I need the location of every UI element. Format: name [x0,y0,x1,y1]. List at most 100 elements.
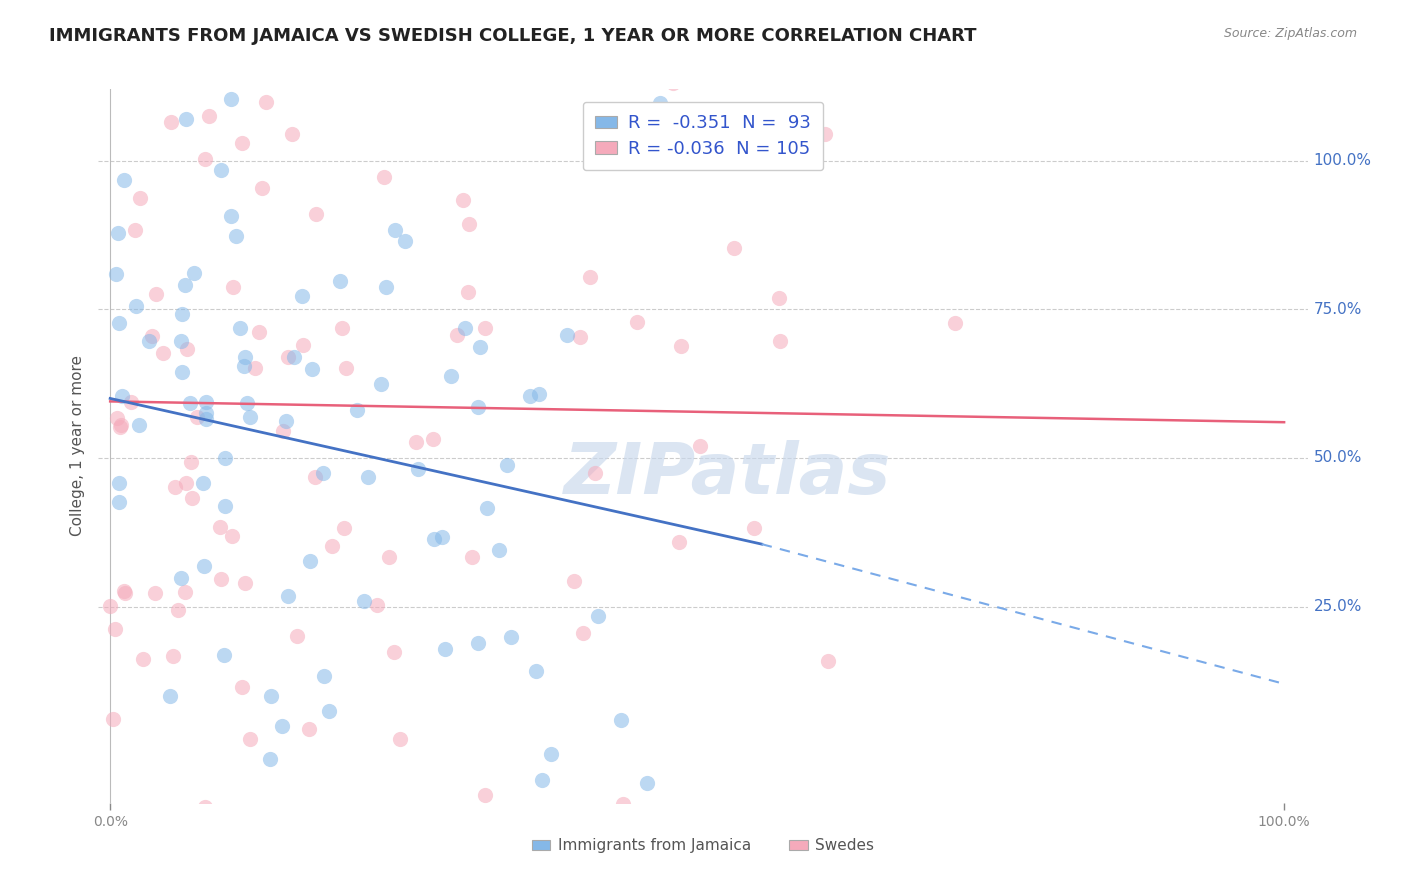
Point [470,341,492,355]
Point [194,152,217,166]
Point [794,817,817,831]
Point [373,170,395,185]
Point [817,654,839,668]
Point [374,280,396,294]
Point [105,410,128,425]
Point [451,193,474,207]
Point [233,351,256,365]
Point [159,690,181,704]
Point [145,34,167,48]
Point [305,207,328,221]
Point [254,95,277,110]
Point [519,389,541,403]
Point [742,520,765,534]
Point [219,210,242,224]
Point [104,622,127,636]
Point [125,829,148,843]
Point [110,418,132,433]
Point [209,572,232,586]
Point [583,466,606,480]
Y-axis label: College, 1 year or more: College, 1 year or more [69,356,84,536]
Point [276,414,298,428]
Point [229,320,252,334]
Point [222,280,245,294]
Point [170,334,193,349]
Point [333,521,356,535]
Text: Source: ZipAtlas.com: Source: ZipAtlas.com [1223,27,1357,40]
Point [384,222,406,236]
Point [648,96,671,111]
Point [239,409,262,424]
Point [644,127,666,141]
Point [114,0,136,6]
Point [357,469,380,483]
Point [243,361,266,376]
Point [283,350,305,364]
Point [768,334,790,348]
Point [250,181,273,195]
Point [378,550,401,565]
Point [124,223,146,237]
Point [170,307,193,321]
Point [186,409,208,424]
Point [174,112,197,126]
Point [179,395,201,409]
Point [669,338,692,352]
Point [225,228,247,243]
Point [298,722,321,736]
Point [195,411,218,425]
Point [366,598,388,612]
Point [578,269,600,284]
Point [193,558,215,573]
Point [814,127,837,141]
Point [125,299,148,313]
Point [388,731,411,746]
Point [430,531,453,545]
Point [195,395,218,409]
Text: ZIPatlas: ZIPatlas [564,440,891,509]
Point [298,67,321,81]
Point [339,831,361,846]
Point [108,495,131,509]
Point [231,136,253,150]
Point [260,690,283,704]
Point [176,342,198,356]
Point [382,48,405,62]
Point [488,542,510,557]
Point [212,648,235,662]
Point [285,629,308,643]
Point [626,315,648,329]
Point [353,594,375,608]
Point [610,713,633,727]
Point [138,334,160,349]
Point [181,491,204,506]
Point [564,574,586,589]
Point [145,286,167,301]
Point [346,403,368,417]
Point [295,58,318,72]
Point [152,346,174,360]
Point [461,549,484,564]
Point [277,351,299,365]
Point [662,76,685,90]
Point [162,649,184,664]
Point [474,320,496,334]
Point [173,585,195,599]
Legend: Immigrants from Jamaica, Swedes: Immigrants from Jamaica, Swedes [526,832,880,859]
Text: 75.0%: 75.0% [1313,301,1362,317]
Point [370,376,392,391]
Point [301,362,323,376]
Point [446,328,468,343]
Point [235,396,257,410]
Text: 50.0%: 50.0% [1313,450,1362,466]
Point [198,109,221,123]
Point [572,625,595,640]
Point [232,359,254,374]
Point [271,424,294,438]
Point [209,163,232,178]
Point [943,316,966,330]
Point [143,585,166,599]
Point [281,127,304,141]
Point [170,571,193,585]
Point [266,843,288,857]
